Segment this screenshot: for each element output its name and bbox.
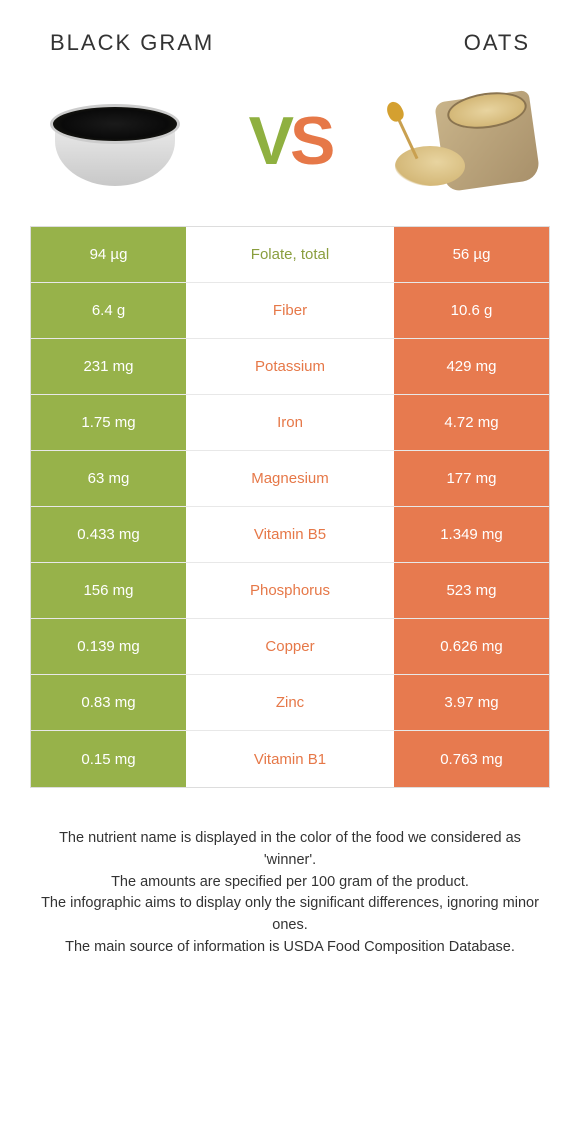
nutrient-label: Phosphorus (186, 563, 394, 618)
left-value: 0.83 mg (31, 675, 186, 730)
vs-label: VS (249, 102, 332, 180)
right-value: 523 mg (394, 563, 549, 618)
right-value: 56 µg (394, 227, 549, 282)
nutrient-label: Vitamin B1 (186, 731, 394, 787)
right-value: 0.626 mg (394, 619, 549, 674)
table-row: 0.433 mgVitamin B51.349 mg (31, 507, 549, 563)
nutrient-label: Potassium (186, 339, 394, 394)
table-row: 0.15 mgVitamin B10.763 mg (31, 731, 549, 787)
table-row: 94 µgFolate, total56 µg (31, 227, 549, 283)
table-row: 0.83 mgZinc3.97 mg (31, 675, 549, 731)
footer-line: The main source of information is USDA F… (35, 937, 545, 959)
table-row: 231 mgPotassium429 mg (31, 339, 549, 395)
nutrient-label: Fiber (186, 283, 394, 338)
footer-line: The infographic aims to display only the… (35, 893, 545, 937)
header: Black gram Oats (0, 0, 580, 66)
vs-v: V (249, 103, 290, 179)
right-value: 177 mg (394, 451, 549, 506)
right-food-title: Oats (464, 30, 530, 56)
footer-notes: The nutrient name is displayed in the co… (0, 788, 580, 959)
nutrient-label: Iron (186, 395, 394, 450)
right-value: 1.349 mg (394, 507, 549, 562)
left-value: 0.15 mg (31, 731, 186, 787)
left-value: 0.433 mg (31, 507, 186, 562)
left-food-title: Black gram (50, 30, 214, 56)
right-value: 0.763 mg (394, 731, 549, 787)
left-value: 63 mg (31, 451, 186, 506)
nutrient-label: Folate, total (186, 227, 394, 282)
nutrient-label: Zinc (186, 675, 394, 730)
oats-image (390, 86, 540, 196)
left-value: 6.4 g (31, 283, 186, 338)
images-row: VS (0, 66, 580, 226)
nutrient-label: Vitamin B5 (186, 507, 394, 562)
right-value: 429 mg (394, 339, 549, 394)
nutrient-label: Magnesium (186, 451, 394, 506)
table-row: 1.75 mgIron4.72 mg (31, 395, 549, 451)
left-value: 1.75 mg (31, 395, 186, 450)
comparison-table: 94 µgFolate, total56 µg6.4 gFiber10.6 g2… (30, 226, 550, 788)
right-value: 4.72 mg (394, 395, 549, 450)
left-value: 0.139 mg (31, 619, 186, 674)
right-value: 10.6 g (394, 283, 549, 338)
footer-line: The amounts are specified per 100 gram o… (35, 872, 545, 894)
table-row: 63 mgMagnesium177 mg (31, 451, 549, 507)
footer-line: The nutrient name is displayed in the co… (35, 828, 545, 872)
right-value: 3.97 mg (394, 675, 549, 730)
table-row: 6.4 gFiber10.6 g (31, 283, 549, 339)
left-value: 94 µg (31, 227, 186, 282)
vs-s: S (290, 103, 331, 179)
left-value: 156 mg (31, 563, 186, 618)
black-gram-image (40, 86, 190, 196)
table-row: 0.139 mgCopper0.626 mg (31, 619, 549, 675)
nutrient-label: Copper (186, 619, 394, 674)
table-row: 156 mgPhosphorus523 mg (31, 563, 549, 619)
left-value: 231 mg (31, 339, 186, 394)
